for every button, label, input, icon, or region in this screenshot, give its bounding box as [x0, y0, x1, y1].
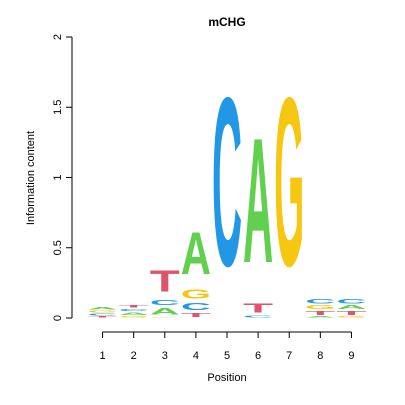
- logo-letter-c-pos-4: C: [181, 302, 211, 313]
- logo-letter-g-pos-9: G: [336, 316, 366, 318]
- x-tick-label: 6: [255, 350, 261, 362]
- logo-letter-a-pos-1: A: [88, 306, 118, 310]
- y-axis-label: Information content: [25, 131, 37, 225]
- logo-letter-t-pos-8: T: [305, 310, 336, 316]
- y-tick-label: 2: [52, 34, 64, 40]
- logo-letter-a-pos-9: A: [336, 305, 366, 311]
- logo-letter-c-pos-5: C: [212, 48, 242, 317]
- logo-letter-c-pos-6: C: [243, 315, 273, 318]
- logo-letter-g-pos-8: G: [305, 305, 335, 311]
- logo-letter-t-pos-1: T: [88, 316, 118, 318]
- logo-letter-t-pos-9: T: [336, 310, 367, 316]
- logo-letter-g-pos-7: G: [274, 47, 304, 316]
- chart-title: mCHG: [208, 15, 245, 29]
- x-axis-label: Position: [207, 372, 246, 384]
- x-tick-label: 2: [131, 350, 137, 362]
- y-tick-label: 1.5: [52, 100, 64, 115]
- logo-letter-g-pos-1: G: [88, 310, 118, 313]
- logo-letter-t-pos-3: T: [150, 264, 180, 298]
- logo-letter-t-pos-6: T: [243, 301, 273, 315]
- logo-letter-g-pos-2: G: [119, 316, 149, 318]
- logo-letter-c-pos-3: C: [150, 299, 180, 307]
- x-tick-label: 7: [286, 350, 292, 362]
- logo-letter-t-pos-4: T: [181, 312, 212, 318]
- logo-letter-a-pos-3: A: [150, 307, 180, 317]
- y-tick-label: 1: [52, 174, 64, 180]
- logo-letter-c-pos-8: C: [305, 298, 335, 305]
- y-tick-label: 0.5: [52, 240, 64, 255]
- logo-letter-c-pos-2: C: [119, 308, 149, 312]
- logo-letter-a-pos-6: A: [243, 102, 273, 300]
- logo-letter-c-pos-9: C: [336, 298, 366, 305]
- x-tick-label: 8: [317, 350, 323, 362]
- logo-letter-a-pos-8: A: [305, 316, 335, 318]
- logo-letter-g-pos-4: G: [181, 287, 211, 301]
- x-tick-label: 9: [348, 350, 354, 362]
- x-axis: 1 2 3 4 5 6 7 8 9: [99, 331, 355, 362]
- x-tick-label: 3: [162, 350, 168, 362]
- logo-letter-a-pos-2: A: [119, 312, 149, 316]
- logo-letter-c-pos-1: C: [88, 313, 118, 316]
- logo-letter-g-pos-3: G: [150, 317, 180, 318]
- y-tick-label: 0: [52, 315, 64, 321]
- logo-letter-a-pos-4: A: [181, 219, 211, 286]
- x-tick-label: 1: [99, 350, 105, 362]
- logo-letter-t-pos-2: T: [119, 305, 149, 309]
- x-tick-label: 5: [224, 350, 230, 362]
- x-tick-label: 4: [193, 350, 199, 362]
- y-axis: 0 0.5 1 1.5 2: [52, 34, 73, 321]
